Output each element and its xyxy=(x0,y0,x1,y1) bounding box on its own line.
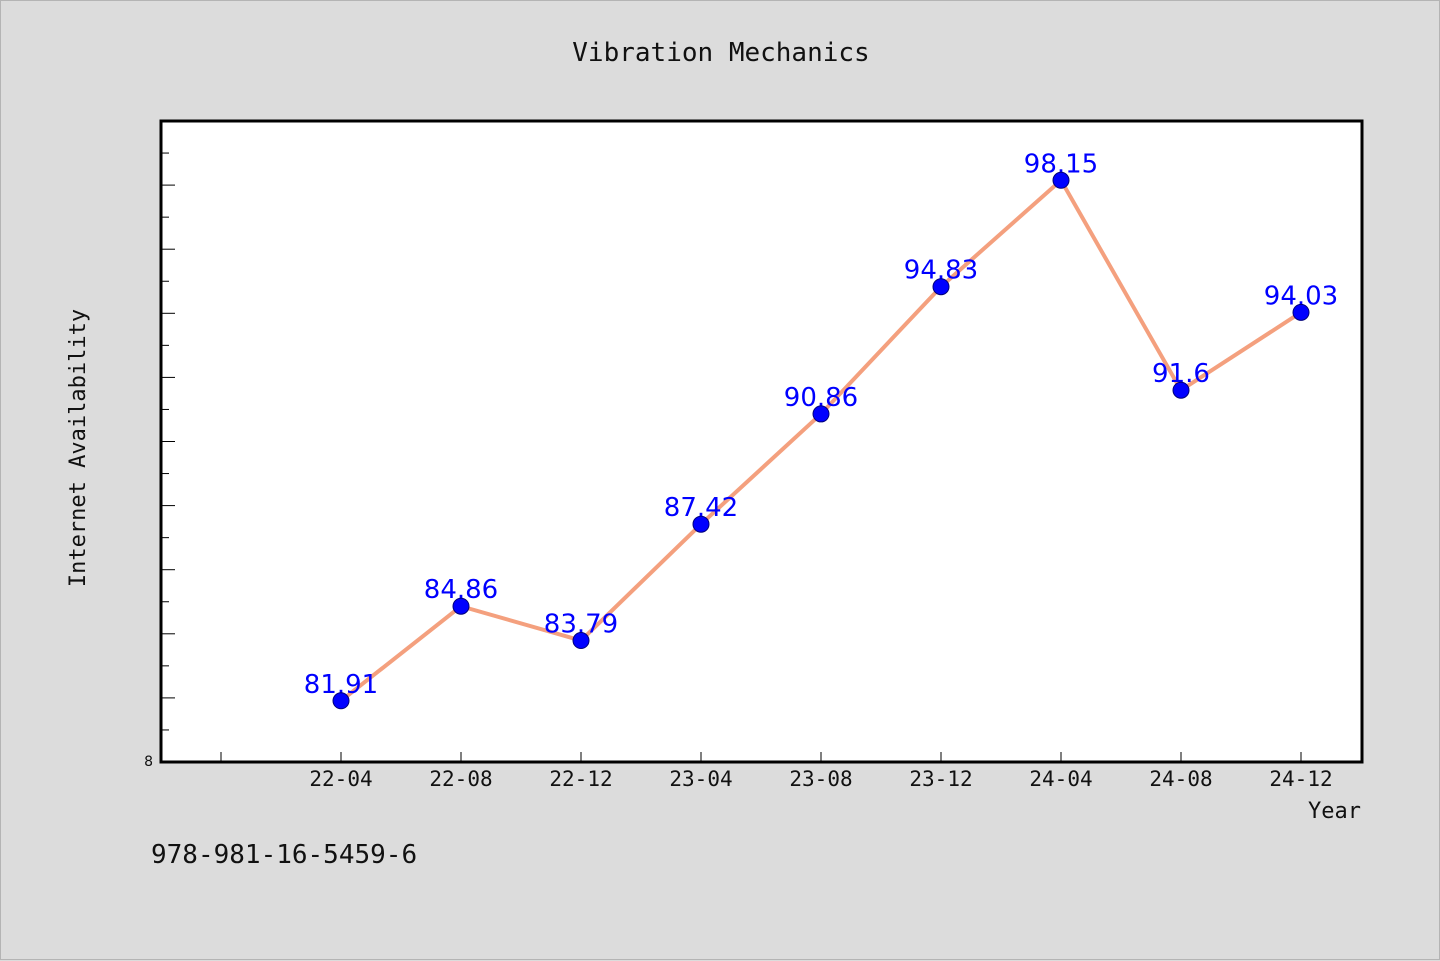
series-layer: 81.9184.8683.7987.4290.8694.8398.1591.69… xyxy=(304,149,1338,710)
x-tick-label: 24-12 xyxy=(1269,767,1332,791)
y-axis-ticks xyxy=(161,152,175,731)
x-tick-label: 23-12 xyxy=(909,767,972,791)
data-point xyxy=(692,515,710,533)
data-point xyxy=(1052,171,1070,189)
data-point xyxy=(572,632,590,650)
data-point xyxy=(812,405,830,423)
x-axis-ticks: 22-04 22-08 22-12 23-04 23-08 23-12 24-04 24-08… xyxy=(220,752,1333,791)
data-point xyxy=(1172,381,1190,399)
x-tick-label: 23-08 xyxy=(789,767,852,791)
y-axis-label: Internet Availability xyxy=(66,309,91,587)
x-tick-label: 23-04 xyxy=(669,767,732,791)
x-tick-label: 22-08 xyxy=(429,767,492,791)
x-axis-label: Year xyxy=(1308,799,1361,824)
data-point xyxy=(332,692,350,710)
x-tick-label: 24-08 xyxy=(1149,767,1212,791)
x-tick-label: 22-12 xyxy=(549,767,612,791)
footer-isbn: 978-981-16-5459-6 xyxy=(151,840,417,870)
chart-title: Vibration Mechanics xyxy=(572,38,869,68)
data-point xyxy=(1292,303,1310,321)
plot-area xyxy=(159,119,1364,764)
x-tick-label: 24-04 xyxy=(1029,767,1092,791)
data-point xyxy=(932,278,950,296)
y-axis-tick-label: 8 xyxy=(144,754,153,770)
data-point xyxy=(452,597,470,615)
x-tick-label: 22-04 xyxy=(309,767,372,791)
